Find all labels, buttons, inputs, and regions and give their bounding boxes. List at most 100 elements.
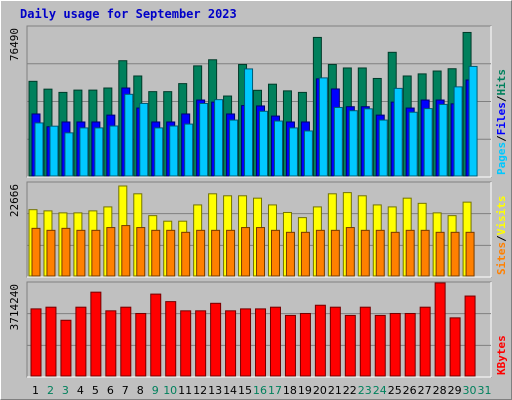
legend-label-pages: Pages: [495, 142, 508, 175]
day-label: 9: [152, 384, 159, 397]
day-label: 5: [92, 384, 99, 397]
bar-kbytes: [240, 308, 252, 377]
day-label: 11: [178, 384, 192, 397]
bar-sites: [420, 229, 430, 277]
bar-pages: [199, 102, 209, 177]
bar-sites: [300, 231, 310, 277]
day-label: 6: [107, 384, 114, 397]
bar-sites: [405, 229, 415, 277]
day-label: 7: [122, 384, 129, 397]
bar-sites: [76, 229, 86, 277]
bar-pages: [468, 65, 478, 177]
y-max-label-bottom: 3714240: [8, 284, 21, 330]
bar-sites: [181, 231, 191, 277]
bar-sites: [330, 229, 340, 277]
bar-pages: [453, 86, 463, 177]
bar-kbytes: [434, 282, 446, 377]
day-label: 4: [77, 384, 84, 397]
day-label: 30: [463, 384, 477, 397]
day-label: 12: [193, 384, 207, 397]
bar-sites: [375, 229, 385, 277]
bar-kbytes: [389, 312, 401, 377]
bar-kbytes: [105, 310, 117, 377]
day-label: 26: [403, 384, 417, 397]
bar-pages: [184, 123, 194, 177]
y-max-label-top: 76490: [8, 28, 21, 61]
bar-pages: [64, 132, 74, 177]
legend-label-sites: Sites: [495, 242, 508, 275]
bar-pages: [79, 127, 89, 177]
day-label: 8: [137, 384, 144, 397]
bar-sites: [345, 227, 355, 277]
bar-sites: [121, 225, 131, 277]
bar-kbytes: [225, 310, 237, 377]
bar-sites: [241, 227, 251, 277]
bar-pages: [244, 68, 254, 177]
bar-kbytes: [464, 295, 476, 377]
day-label: 15: [238, 384, 252, 397]
bar-pages: [423, 108, 433, 177]
legend-bottom: KBytes: [495, 335, 508, 375]
bar-kbytes: [449, 317, 461, 377]
day-label: 17: [268, 384, 282, 397]
bar-kbytes: [374, 314, 386, 377]
bar-kbytes: [344, 314, 356, 377]
bar-pages: [49, 125, 59, 177]
bar-kbytes: [45, 306, 57, 377]
bar-sites: [136, 227, 146, 277]
bar-sites: [270, 229, 280, 277]
bar-sites: [390, 231, 400, 277]
bar-pages: [318, 77, 328, 177]
bar-pages: [214, 99, 224, 177]
bar-sites: [196, 229, 206, 277]
bar-kbytes: [60, 319, 72, 377]
bar-kbytes: [135, 312, 147, 377]
day-label: 19: [298, 384, 312, 397]
bar-kbytes: [329, 306, 341, 377]
bar-kbytes: [30, 308, 42, 377]
bar-sites: [285, 231, 295, 277]
bar-pages: [124, 93, 134, 177]
bar-sites: [31, 227, 41, 277]
legend-middle: Sites/Visits: [495, 196, 508, 276]
day-label: 21: [328, 384, 342, 397]
bar-pages: [363, 108, 373, 177]
day-label: 27: [418, 384, 432, 397]
bar-pages: [333, 106, 343, 177]
bar-kbytes: [75, 306, 87, 377]
day-label: 25: [388, 384, 402, 397]
legend-label-visits: Visits: [495, 196, 508, 236]
bar-sites: [450, 231, 460, 277]
day-label: 16: [253, 384, 267, 397]
bar-sites: [256, 227, 266, 277]
day-label: 1: [32, 384, 39, 397]
day-label: 10: [163, 384, 177, 397]
bar-pages: [169, 125, 179, 177]
bar-kbytes: [180, 310, 192, 377]
bar-pages: [273, 120, 283, 177]
day-label: 23: [358, 384, 372, 397]
bar-pages: [94, 127, 104, 177]
bar-sites: [61, 227, 71, 277]
bar-sites: [435, 231, 445, 277]
bar-sites: [315, 229, 325, 277]
bar-pages: [229, 119, 239, 177]
bar-pages: [348, 110, 358, 177]
day-label: 29: [448, 384, 462, 397]
legend-top: Pages/Files/Hits: [495, 69, 508, 175]
chart-title: Daily usage for September 2023: [20, 7, 237, 21]
bar-kbytes: [404, 312, 416, 377]
legend-label-kbytes: KBytes: [495, 335, 508, 375]
bar-pages: [438, 103, 448, 177]
day-label: 31: [478, 384, 492, 397]
bar-kbytes: [299, 312, 311, 377]
bar-pages: [288, 127, 298, 177]
bar-kbytes: [419, 306, 431, 377]
legend-separator: /: [495, 135, 508, 142]
day-label: 18: [283, 384, 297, 397]
bar-kbytes: [150, 293, 162, 377]
bar-sites: [211, 229, 221, 277]
day-label: 14: [223, 384, 237, 397]
bar-sites: [91, 229, 101, 277]
